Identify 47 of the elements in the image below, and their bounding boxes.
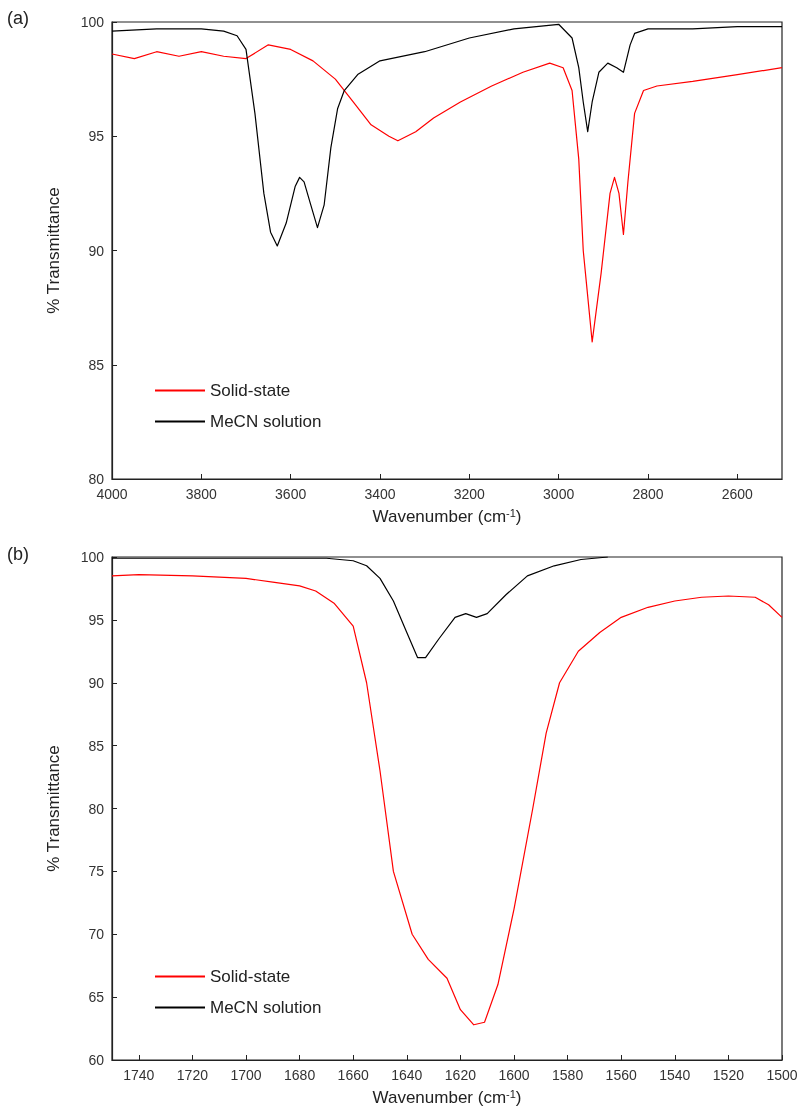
y-tick-label: 60 <box>88 1052 105 1068</box>
legend-label: Solid-state <box>210 381 291 400</box>
y-tick-label: 95 <box>88 611 105 628</box>
x-tick-label: 3200 <box>453 486 486 502</box>
y-tick-label: 100 <box>80 549 105 565</box>
y-tick-label: 90 <box>88 674 105 691</box>
y-tick-label: 80 <box>88 800 105 817</box>
x-tick-label: 4000 <box>96 486 128 502</box>
legend-label: MeCN solution <box>210 998 322 1017</box>
x-tick-label: 3800 <box>185 486 218 502</box>
x-tick-label: 1620 <box>444 1067 477 1083</box>
x-tick-label: 1500 <box>766 1067 798 1083</box>
x-tick-label: 1580 <box>552 1067 584 1083</box>
legend-label: MeCN solution <box>210 412 322 431</box>
x-tick-label: 3400 <box>364 486 396 502</box>
x-tick-label: 1540 <box>659 1067 691 1083</box>
x-tick-label: 3600 <box>275 486 307 502</box>
chart-title: (a) <box>7 8 29 28</box>
x-tick-label: 1560 <box>605 1067 637 1083</box>
y-tick-label: 80 <box>88 471 105 487</box>
y-tick-label: 75 <box>88 863 105 880</box>
x-tick-label: 1660 <box>337 1067 369 1083</box>
x-tick-label: 1700 <box>230 1067 262 1083</box>
x-tick-label: 1720 <box>176 1067 209 1083</box>
line-series <box>111 44 783 343</box>
line-series <box>111 574 783 1026</box>
x-tick-label: 1740 <box>123 1067 155 1083</box>
legend-label: Solid-state <box>210 967 291 986</box>
x-tick-label: 1600 <box>498 1067 530 1083</box>
x-tick-label: 1680 <box>284 1067 316 1083</box>
line-series <box>111 23 783 247</box>
y-tick-label: 85 <box>88 356 105 373</box>
y-tick-label: 70 <box>88 926 105 943</box>
y-axis-title: % Transmittance <box>44 187 63 314</box>
x-tick-label: 3000 <box>543 486 575 502</box>
y-tick-label: 95 <box>88 128 105 145</box>
x-tick-label: 1640 <box>391 1067 423 1083</box>
x-tick-label: 2600 <box>721 486 754 502</box>
y-tick-label: 100 <box>80 14 105 30</box>
y-axis-title: % Transmittance <box>44 745 63 872</box>
line-series <box>111 556 609 659</box>
y-tick-label: 65 <box>88 989 105 1006</box>
x-tick-label: 1520 <box>712 1067 745 1083</box>
y-tick-label: 90 <box>88 242 105 259</box>
chart-title: (b) <box>7 544 29 564</box>
y-tick-label: 85 <box>88 737 105 754</box>
x-tick-label: 2800 <box>632 486 664 502</box>
